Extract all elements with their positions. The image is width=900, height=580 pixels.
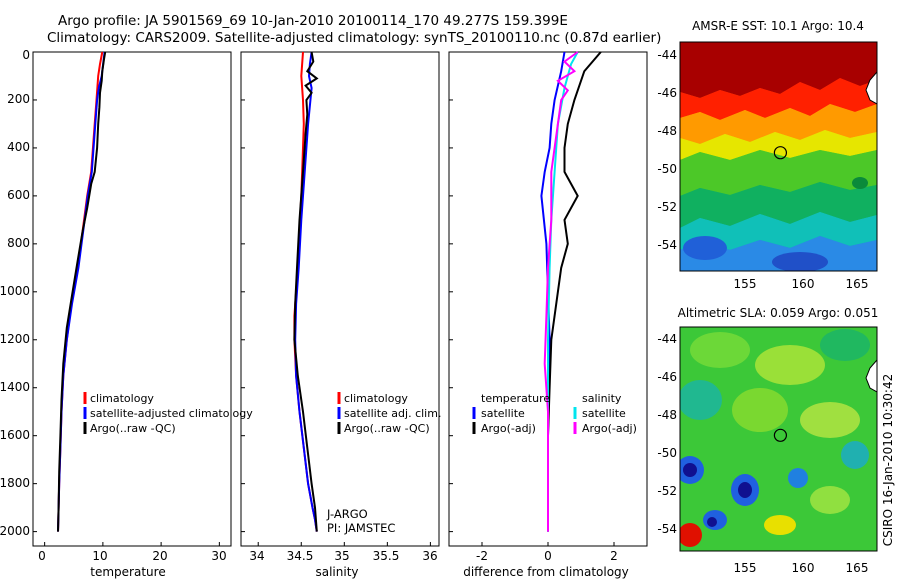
program-annotation: J-ARGO	[326, 507, 368, 521]
sla-ytick-52: -52	[657, 484, 677, 498]
sal-xlabel: salinity	[315, 565, 358, 579]
depth-tick-0: 0	[22, 48, 30, 62]
sla-ytick-54: -54	[657, 522, 677, 536]
difference-series-temperature-argo-adj-	[547, 51, 602, 532]
sst-ytick-46: -46	[657, 86, 677, 100]
sal-xtick-35: 35	[334, 549, 349, 563]
depth-tick-600: 600	[7, 188, 30, 202]
sal-xtick-34.5: 34.5	[287, 549, 314, 563]
depth-tick-1000: 1000	[0, 284, 30, 298]
legend-label-argo: Argo(..raw -QC)	[90, 422, 176, 435]
sla-xtick-165: 165	[846, 561, 869, 575]
sst-map-image	[680, 42, 877, 271]
diff-legend-sal-title: salinity	[582, 392, 622, 405]
diff-xlabel: difference from climatology	[463, 565, 629, 579]
sst-argo-marker	[773, 146, 788, 160]
sst-ytick-50: -50	[657, 162, 677, 176]
diff-xtick-2: 2	[610, 549, 618, 563]
pi-annotation: PI: JAMSTEC	[327, 521, 395, 535]
sst-ytick-48: -48	[657, 124, 677, 138]
sla-map-axes	[679, 326, 878, 552]
credit-stamp: CSIRO 16-Jan-2010 10:30:42	[881, 374, 895, 546]
salinity-legend: climatology satellite adj. clim. Argo(..…	[337, 392, 441, 435]
depth-tick-800: 800	[7, 236, 30, 250]
sst-map-title: AMSR-E SST: 10.1 Argo: 10.4	[692, 19, 864, 33]
sla-map-image	[680, 327, 877, 551]
sal-xtick-35.5: 35.5	[373, 549, 400, 563]
temp-xtick-0: 0	[38, 549, 46, 563]
sst-xtick-155: 155	[734, 277, 757, 291]
sst-ytick-52: -52	[657, 200, 677, 214]
sla-map-title: Altimetric SLA: 0.059 Argo: 0.051	[678, 306, 879, 320]
sla-ytick-48: -48	[657, 408, 677, 422]
sst-xtick-160: 160	[792, 277, 815, 291]
sal-legend-label-climatology: climatology	[344, 392, 408, 405]
difference-series-temperature-satellite	[540, 51, 566, 532]
diff-legend-temp-title: temperature	[481, 392, 550, 405]
diff-legend-label-temp-argo: Argo(-adj)	[481, 422, 536, 435]
salinity-series-argo-raw-qc-	[293, 51, 319, 532]
sla-ytick-44: -44	[657, 332, 677, 346]
temperature-axes	[32, 51, 232, 547]
depth-tick-1600: 1600	[0, 428, 30, 442]
sal-xtick-34: 34	[249, 549, 264, 563]
diff-legend-label-sal-argo: Argo(-adj)	[582, 422, 637, 435]
difference-series-salinity-satellite	[547, 51, 579, 532]
sal-xtick-36: 36	[422, 549, 437, 563]
temperature-series-argo-raw-qc-	[57, 51, 107, 532]
figure-title-line2: Climatology: CARS2009. Satellite-adjuste…	[47, 30, 661, 46]
legend-label-climatology: climatology	[90, 392, 154, 405]
sst-map-axes	[679, 41, 878, 272]
difference-legend: temperature satellite Argo(-adj) salinit…	[472, 392, 637, 435]
sla-xtick-160: 160	[792, 561, 815, 575]
sst-ytick-54: -54	[657, 238, 677, 252]
diff-xtick-neg2: -2	[476, 549, 488, 563]
diff-legend-label-temp-sat: satellite	[481, 407, 525, 420]
sla-argo-marker	[773, 428, 788, 442]
sal-legend-label-argo: Argo(..raw -QC)	[344, 422, 430, 435]
depth-tick-2000: 2000	[0, 524, 30, 538]
sal-legend-label-satellite: satellite adj. clim.	[344, 407, 441, 420]
depth-tick-labels: 0 200 400 600 800 1000 1200 1400 1600 18…	[0, 48, 30, 538]
difference-series-salinity-argo-adj-	[543, 51, 579, 532]
figure-title-line1: Argo profile: JA 5901569_69 10-Jan-2010 …	[58, 13, 568, 29]
temp-xlabel: temperature	[90, 565, 165, 579]
temp-xtick-30: 30	[211, 549, 226, 563]
temperature-legend: climatology satellite-adjusted climatolo…	[83, 392, 253, 435]
sla-ytick-46: -46	[657, 370, 677, 384]
legend-label-satellite: satellite-adjusted climatology	[90, 407, 253, 420]
temp-xtick-20: 20	[152, 549, 167, 563]
sla-ytick-50: -50	[657, 446, 677, 460]
diff-legend-label-sal-sat: satellite	[582, 407, 626, 420]
depth-tick-1400: 1400	[0, 380, 30, 394]
sla-xtick-155: 155	[734, 561, 757, 575]
depth-tick-1800: 1800	[0, 476, 30, 490]
salinity-axes	[240, 51, 440, 547]
series-layer	[33, 51, 615, 546]
sst-xtick-165: 165	[846, 277, 869, 291]
depth-tick-200: 200	[7, 92, 30, 106]
temp-xtick-10: 10	[92, 549, 107, 563]
sst-ytick-44: -44	[657, 48, 677, 62]
depth-tick-400: 400	[7, 140, 30, 154]
depth-tick-1200: 1200	[0, 332, 30, 346]
diff-xtick-0: 0	[544, 549, 552, 563]
